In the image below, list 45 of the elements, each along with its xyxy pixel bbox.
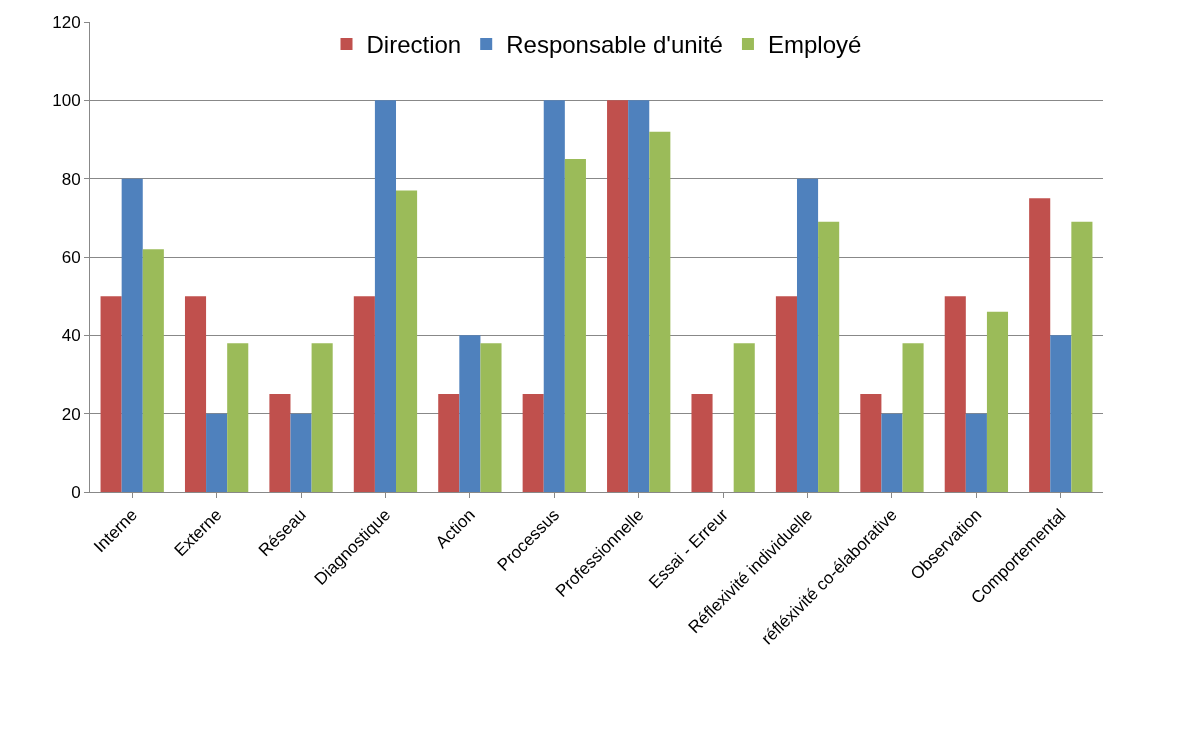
y-tick-label: 40	[61, 326, 81, 346]
y-tick-label: 80	[61, 169, 81, 189]
legend-label: Responsable d'unité	[506, 31, 723, 59]
bar	[290, 413, 312, 492]
bar	[607, 100, 629, 492]
bar	[121, 178, 143, 492]
bar	[733, 343, 755, 492]
y-tick-label: 0	[71, 482, 81, 502]
bar	[396, 190, 418, 492]
bar	[775, 296, 797, 492]
legend-label: Direction	[366, 31, 462, 59]
bar	[818, 221, 840, 492]
bar	[459, 335, 481, 492]
bar	[881, 413, 903, 492]
bar	[227, 343, 249, 492]
bar	[100, 296, 122, 492]
bar	[311, 343, 333, 492]
bar	[353, 296, 375, 492]
bar	[796, 178, 819, 492]
legend-label: Employé	[767, 31, 862, 59]
bar	[649, 131, 671, 492]
bar	[564, 159, 586, 492]
y-tick-label: 60	[61, 247, 81, 267]
bar	[1050, 335, 1072, 492]
y-tick-label: 100	[52, 91, 81, 111]
bar	[543, 100, 565, 492]
bar	[965, 413, 987, 492]
bar	[184, 296, 207, 492]
bar	[902, 343, 924, 492]
bar	[986, 311, 1009, 492]
bar	[1071, 221, 1093, 492]
bar	[522, 394, 544, 492]
bar	[374, 100, 397, 492]
bar	[269, 394, 291, 492]
bar	[480, 343, 502, 492]
bar	[206, 413, 228, 492]
y-tick-label: 20	[61, 404, 81, 424]
bar	[438, 394, 460, 492]
bar	[691, 394, 713, 492]
bar	[628, 100, 650, 492]
y-tick-label: 120	[52, 12, 81, 32]
bar	[944, 296, 966, 492]
bar	[142, 249, 164, 492]
bar	[1029, 198, 1051, 492]
bar	[860, 394, 882, 492]
